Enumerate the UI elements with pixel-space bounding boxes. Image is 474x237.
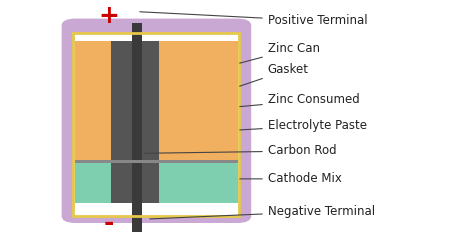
Text: Zinc Consumed: Zinc Consumed [240, 93, 360, 107]
Text: Zinc Can: Zinc Can [240, 42, 320, 63]
FancyBboxPatch shape [62, 18, 251, 223]
Text: Carbon Rod: Carbon Rod [145, 145, 337, 158]
Bar [132, 23, 142, 232]
Text: +: + [99, 4, 119, 28]
Bar [75, 41, 238, 161]
Bar [73, 32, 239, 216]
Text: Positive Terminal: Positive Terminal [140, 12, 367, 27]
Text: Negative Terminal: Negative Terminal [150, 205, 375, 219]
Text: Gasket: Gasket [240, 63, 309, 86]
Text: Electrolyte Paste: Electrolyte Paste [240, 119, 367, 132]
Text: Cathode Mix: Cathode Mix [240, 172, 342, 185]
Bar [75, 161, 238, 203]
Bar [75, 160, 238, 163]
Text: -: - [104, 211, 114, 235]
Bar [111, 41, 159, 203]
Bar [73, 32, 239, 216]
